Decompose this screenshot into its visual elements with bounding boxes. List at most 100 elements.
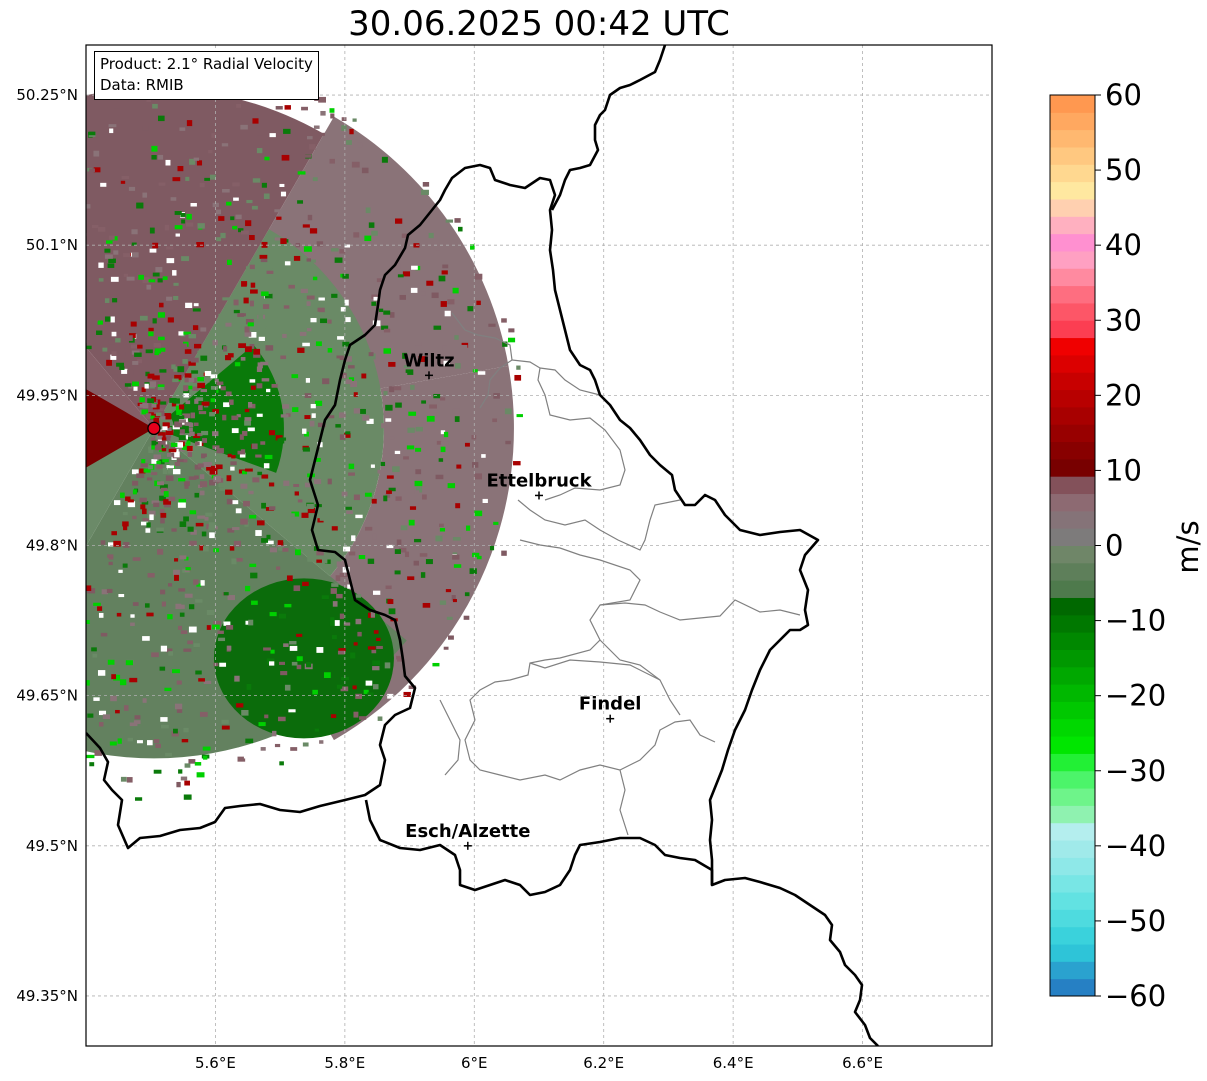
echo-pixel [155, 412, 162, 417]
echo-pixel [280, 414, 289, 418]
echo-pixel [104, 316, 111, 322]
echo-pixel [120, 374, 128, 380]
echo-pixel [165, 475, 174, 481]
echo-pixel [119, 366, 125, 370]
echo-pixel [175, 405, 183, 412]
echo-pixel [94, 750, 103, 756]
echo-pixel [174, 421, 183, 428]
echo-pixel [199, 474, 205, 480]
echo-pixel [445, 589, 452, 593]
echo-pixel [142, 192, 148, 198]
echo-pixel [129, 722, 138, 727]
echo-pixel [353, 711, 359, 718]
echo-pixel [128, 385, 133, 389]
echo-pixel [174, 374, 182, 380]
echo-pixel [327, 319, 332, 324]
echo-pixel [252, 118, 259, 124]
echo-pixel [163, 499, 171, 505]
echo-pixel [1, 737, 7, 741]
echo-pixel [163, 423, 170, 429]
echo-pixel [86, 204, 91, 209]
echo-pixel [72, 742, 79, 748]
echo-pixel [183, 727, 189, 733]
echo-pixel [502, 341, 508, 347]
echo-pixel [188, 422, 194, 428]
echo-pixel [143, 468, 151, 473]
echo-pixel [30, 178, 36, 184]
echo-pixel [164, 444, 169, 449]
echo-pixel [245, 266, 253, 271]
colorbar-segment [1050, 389, 1095, 408]
echo-pixel [92, 653, 98, 658]
echo-pixel [167, 317, 174, 323]
echo-pixel [340, 686, 349, 692]
echo-pixel [344, 356, 352, 362]
echo-pixel [166, 258, 175, 264]
echo-pixel [142, 402, 149, 409]
latitude-tick-label: 49.8°N [26, 537, 78, 555]
echo-pixel [159, 666, 166, 671]
echo-pixel [166, 453, 174, 457]
colorbar-tick-label: −20 [1105, 679, 1166, 713]
echo-pixel [176, 415, 185, 421]
city-name: Esch/Alzette [405, 821, 530, 842]
echo-pixel [172, 177, 181, 182]
echo-pixel [308, 259, 316, 263]
echo-pixel [240, 124, 248, 130]
echo-pixel [142, 518, 149, 522]
echo-pixel [460, 344, 468, 350]
echo-pixel [186, 445, 193, 452]
echo-pixel [260, 258, 268, 263]
echo-pixel [429, 404, 437, 409]
echo-pixel [139, 497, 147, 503]
echo-pixel [251, 443, 258, 450]
echo-pixel [35, 259, 42, 263]
echo-pixel [282, 547, 289, 552]
echo-pixel [337, 336, 345, 340]
echo-pixel [166, 296, 173, 301]
echo-pixel [127, 499, 134, 503]
echo-pixel [470, 244, 475, 250]
echo-pixel [158, 388, 166, 393]
echo-pixel [8, 158, 16, 163]
echo-pixel [341, 372, 347, 379]
echo-pixel [501, 550, 507, 556]
echo-pixel [272, 730, 277, 737]
echo-pixel [307, 214, 313, 221]
echo-pixel [125, 335, 133, 341]
echo-pixel [261, 378, 270, 382]
colorbar-segment [1050, 840, 1095, 858]
echo-pixel [302, 742, 309, 747]
latitude-tick-label: 49.95°N [16, 386, 78, 404]
echo-pixel [154, 348, 162, 354]
echo-pixel [388, 487, 396, 492]
colorbar-segment [1050, 944, 1095, 962]
echo-pixel [76, 183, 83, 186]
echo-pixel [293, 585, 301, 592]
echo-pixel [474, 510, 483, 517]
echo-pixel [201, 430, 209, 436]
echo-pixel [151, 145, 158, 152]
echo-pixel [493, 521, 499, 525]
echo-pixel [27, 225, 31, 228]
echo-pixel [441, 270, 448, 275]
city-name: Ettelbruck [486, 470, 592, 491]
echo-pixel [109, 128, 114, 134]
echo-pixel [212, 445, 220, 450]
echo-pixel [155, 759, 160, 766]
echo-pixel [283, 480, 290, 486]
echo-pixel [274, 237, 281, 241]
echo-pixel [206, 610, 215, 616]
echo-pixel [93, 602, 101, 606]
echo-pixel [195, 670, 202, 675]
echo-pixel [389, 386, 395, 393]
echo-pixel [226, 498, 233, 505]
echo-pixel [196, 160, 203, 166]
echo-pixel [451, 595, 456, 601]
echo-pixel [185, 385, 193, 390]
echo-pixel [306, 503, 314, 509]
colorbar-segment [1050, 909, 1095, 928]
echo-pixel [420, 291, 426, 296]
echo-pixel [180, 212, 186, 217]
echo-pixel [248, 619, 254, 626]
